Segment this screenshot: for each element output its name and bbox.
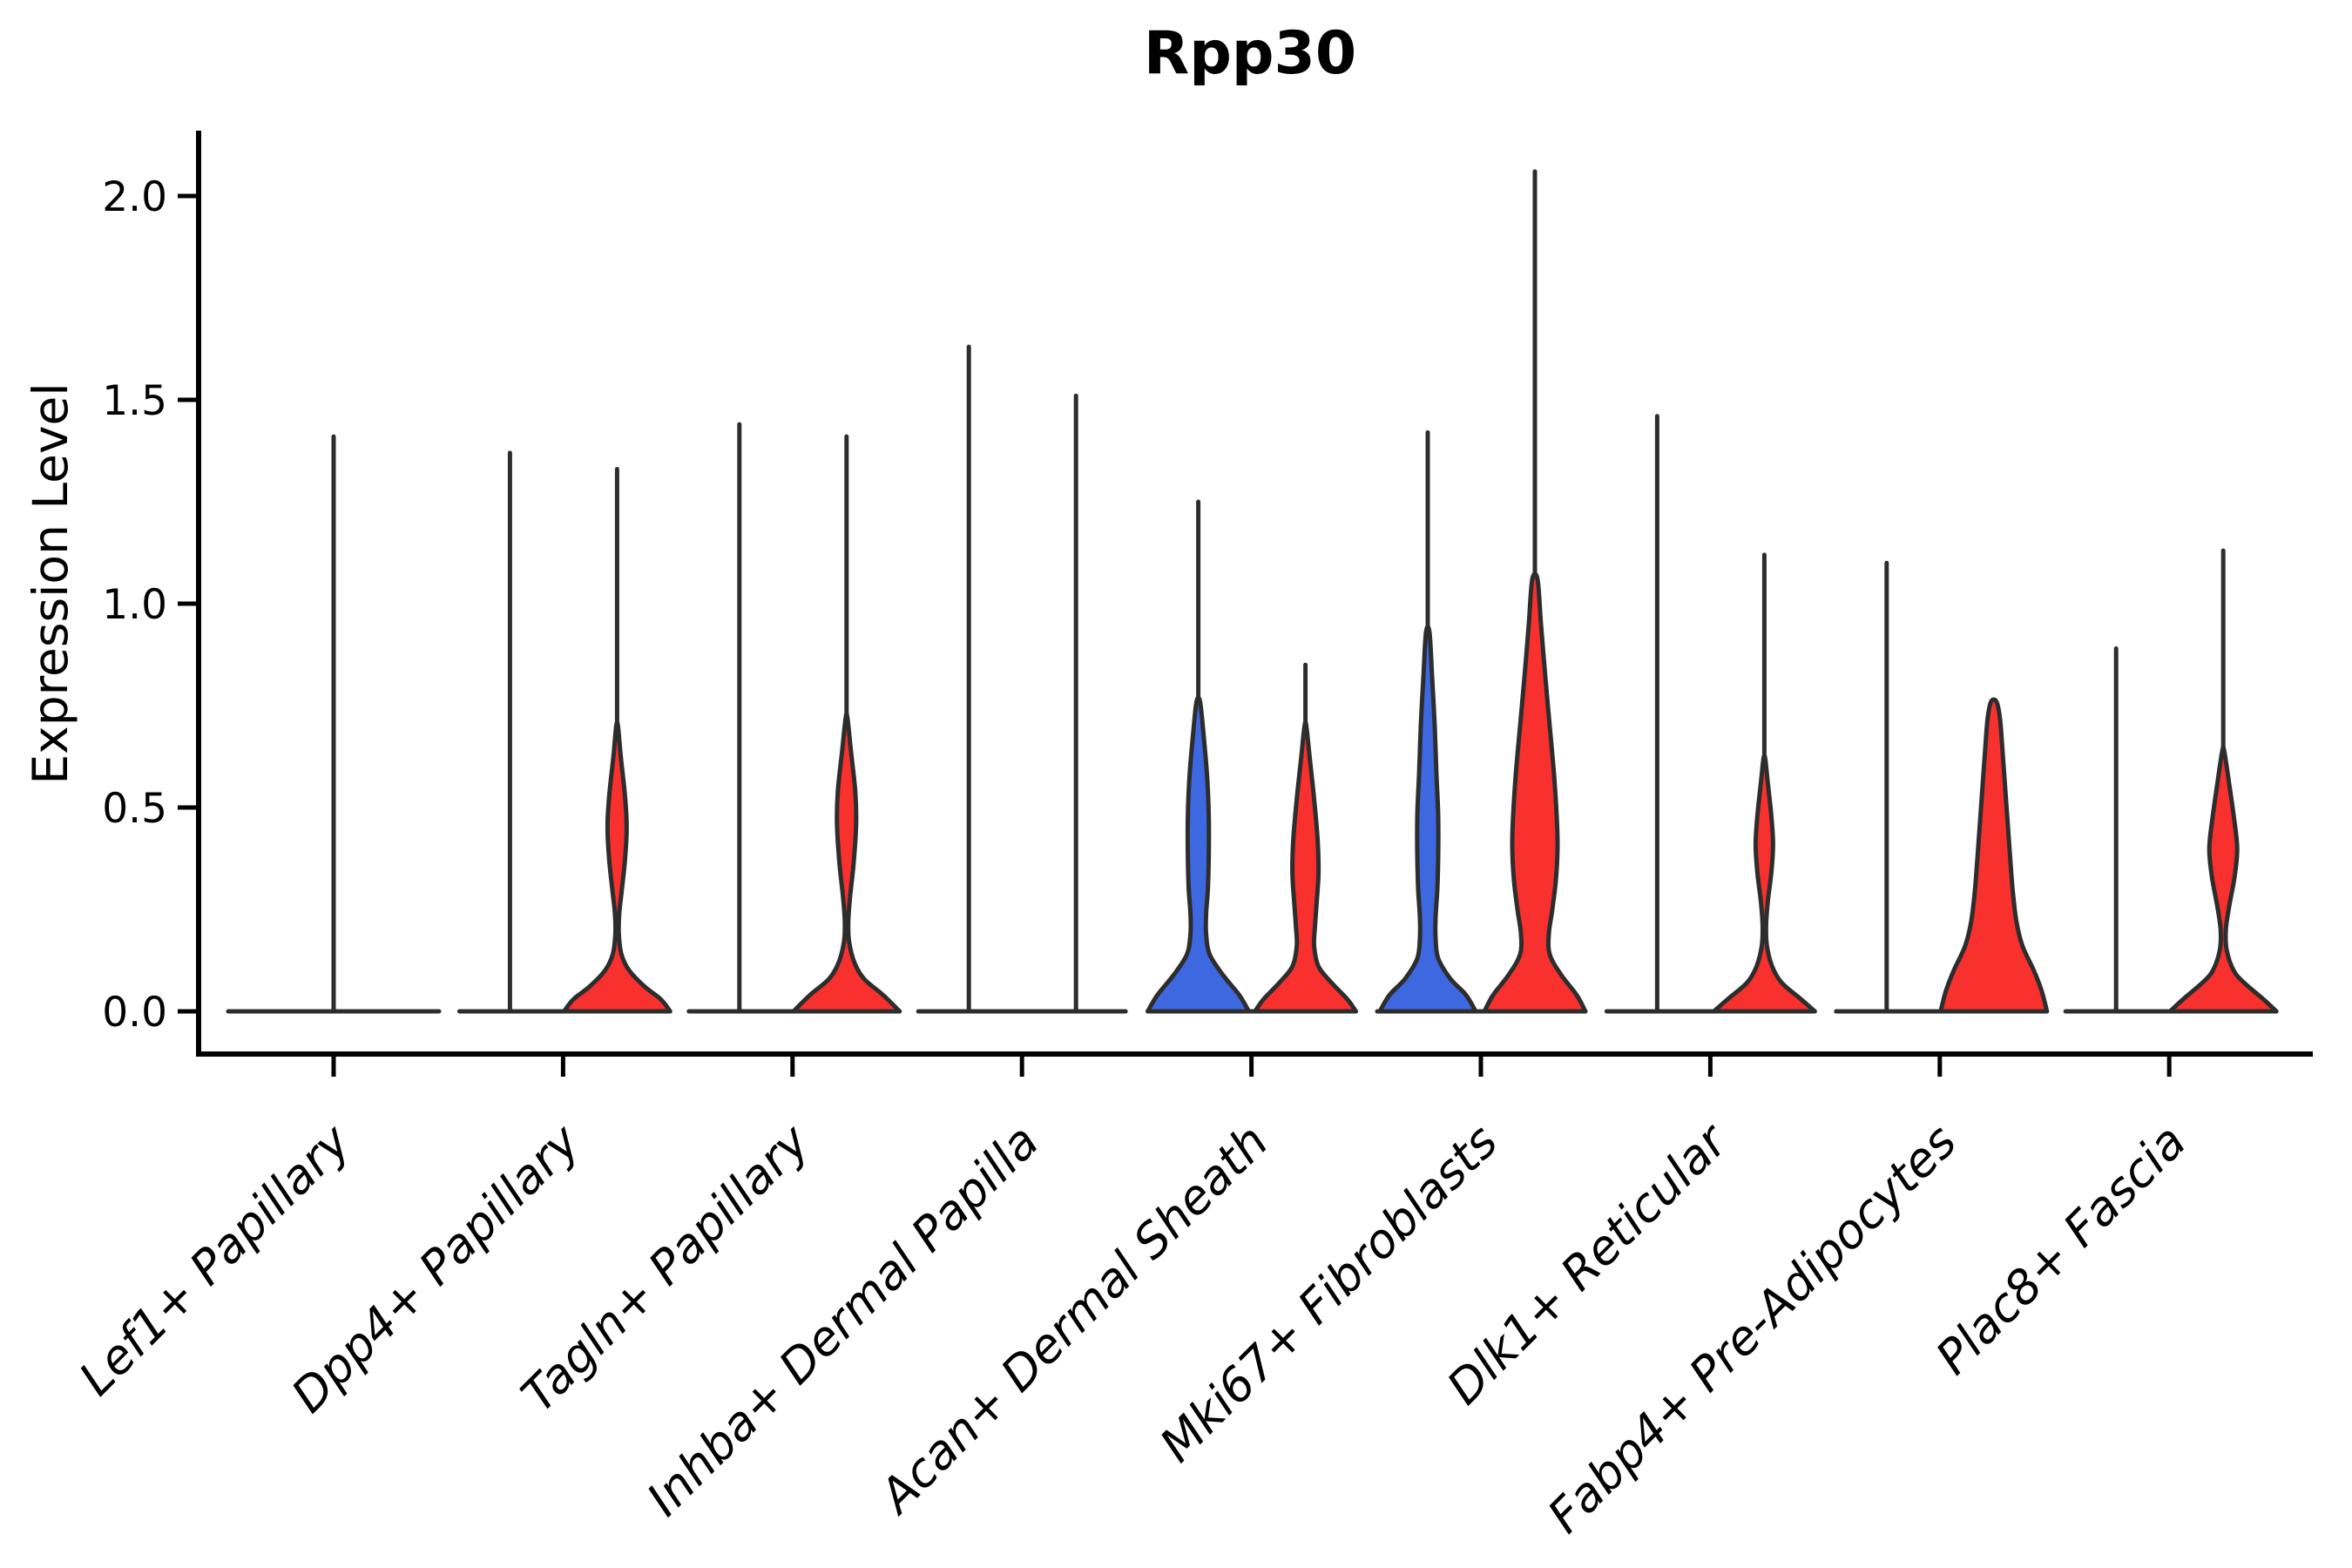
y-tick-label: 0.0: [102, 989, 167, 1037]
y-tick-label: 1.0: [102, 581, 167, 629]
violin-body-red: [1482, 571, 1588, 1014]
x-tick-label: Plac8+ Fascia: [1925, 1114, 2196, 1385]
x-tick-label: Inhba+ Dermal Papilla: [637, 1114, 1050, 1527]
violin-body-red: [561, 720, 672, 1014]
violin-body-red: [2167, 744, 2279, 1014]
violin-body-red: [1711, 753, 1817, 1014]
y-tick-label: 1.5: [102, 377, 167, 425]
x-tick-label: Fabp4+ Pre-Adipocytes: [1538, 1114, 1967, 1544]
violin-body-red: [791, 711, 902, 1014]
violin-body-red: [1938, 697, 2050, 1014]
violin-body-blue: [1146, 695, 1252, 1014]
chart-title: Rpp30: [1143, 19, 1357, 88]
x-tick-label: Acan+ Dermal Sheath: [868, 1114, 1279, 1525]
violin-body-blue: [1377, 624, 1478, 1014]
y-tick-label: 0.5: [102, 785, 167, 833]
y-tick-label: 2.0: [102, 173, 167, 221]
violin-body-red: [1253, 720, 1359, 1014]
